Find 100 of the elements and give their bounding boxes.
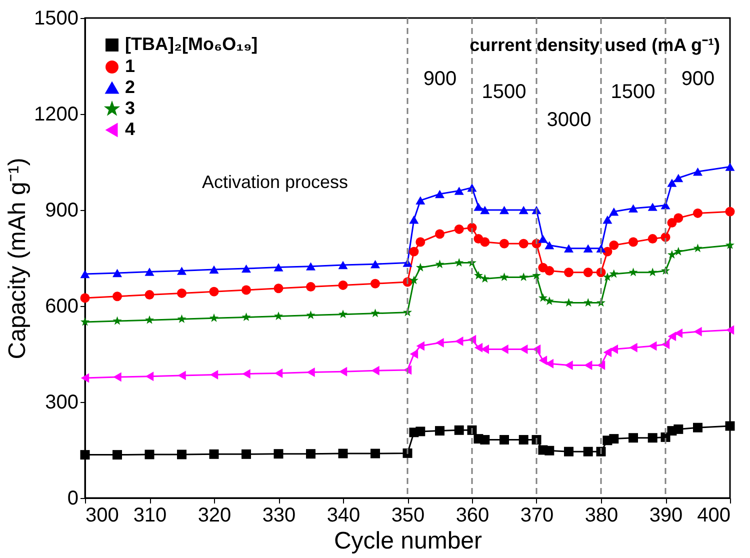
point [544, 296, 554, 306]
x-tick-label: 330 [262, 504, 296, 526]
point [518, 238, 528, 248]
point [596, 360, 606, 370]
point [416, 341, 425, 351]
point [474, 270, 483, 280]
point [435, 190, 444, 198]
point [519, 272, 528, 282]
x-tick-label: 320 [198, 504, 232, 526]
point [564, 268, 574, 278]
point [144, 290, 154, 300]
y-tick-label: 1200 [34, 104, 78, 126]
y-tick-label: 900 [45, 200, 78, 222]
point [242, 449, 251, 459]
annotation: 900 [423, 68, 457, 90]
point [602, 215, 612, 224]
point [480, 237, 490, 247]
x-tick-label: 300 [86, 504, 119, 526]
point [209, 449, 219, 459]
point [629, 342, 638, 352]
point [274, 284, 284, 294]
point [500, 238, 509, 248]
point [667, 250, 676, 259]
point [668, 332, 676, 342]
point [306, 449, 316, 459]
x-tick-label: 400 [697, 504, 730, 526]
point [370, 448, 380, 458]
point [609, 207, 619, 216]
point [416, 237, 426, 247]
point [500, 435, 509, 445]
point [274, 368, 283, 378]
point [583, 244, 593, 253]
point [416, 262, 425, 272]
point [209, 313, 219, 322]
point [564, 360, 573, 370]
point [306, 367, 315, 377]
point [370, 308, 380, 318]
point [80, 270, 90, 278]
point [306, 310, 316, 320]
annotation: 1500 [482, 81, 526, 103]
point [416, 426, 426, 436]
point [693, 244, 702, 252]
annotation: current density used (mA g⁻¹) [470, 35, 720, 55]
point [416, 196, 426, 205]
y-axis-title: Capacity (mAh g⁻¹) [4, 158, 32, 360]
point [338, 260, 348, 270]
point [648, 341, 657, 351]
point [726, 325, 734, 335]
point [648, 268, 658, 276]
point [518, 206, 528, 214]
point [80, 373, 90, 383]
point [564, 298, 574, 307]
point [500, 344, 508, 354]
legend-label: 4 [125, 119, 136, 139]
point [693, 167, 702, 176]
point [178, 370, 186, 380]
x-tick-label: 390 [649, 504, 683, 526]
annotation: 1500 [610, 81, 656, 103]
point [409, 246, 419, 256]
annotation: 3000 [546, 109, 592, 131]
point [144, 268, 154, 276]
point [306, 262, 316, 270]
point [500, 272, 509, 282]
point [177, 314, 186, 323]
point [112, 268, 122, 278]
point [454, 186, 464, 195]
annotation: Activation process [202, 172, 348, 192]
point [274, 311, 284, 320]
point [274, 263, 284, 272]
point [338, 448, 348, 458]
point [693, 422, 702, 432]
point [544, 266, 554, 276]
point [242, 285, 251, 295]
y-tick-label: 0 [67, 488, 78, 510]
point [274, 449, 284, 459]
point [370, 278, 380, 288]
point [436, 338, 444, 348]
point [628, 237, 638, 247]
point [603, 348, 612, 358]
point [338, 366, 348, 376]
point [454, 336, 464, 346]
point [480, 274, 490, 283]
point [628, 433, 638, 443]
point [544, 446, 554, 456]
y-tick-label: 300 [45, 392, 78, 414]
point [628, 204, 638, 213]
x-axis-title: Cycle number [334, 528, 482, 554]
point [177, 288, 186, 298]
point [694, 326, 702, 336]
point [480, 435, 490, 445]
x-tick-label: 350 [391, 504, 425, 526]
point [584, 298, 593, 307]
x-tick-label: 360 [456, 504, 490, 526]
point [725, 162, 735, 171]
point [609, 269, 618, 278]
point [564, 446, 574, 456]
point [112, 316, 122, 325]
point [409, 215, 419, 224]
point [242, 369, 250, 379]
point [609, 240, 619, 250]
